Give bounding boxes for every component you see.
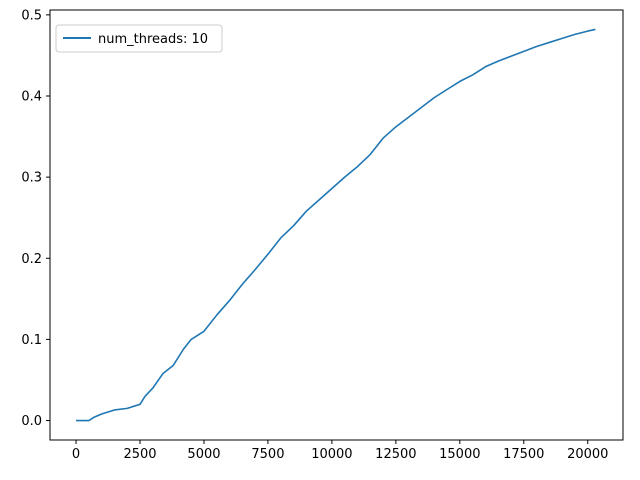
x-tick-label: 5000 (187, 447, 220, 462)
plot-area (49, 9, 624, 441)
x-tick-label: 20000 (567, 447, 608, 462)
y-tick-label: 0.5 (21, 8, 42, 23)
x-tick-label: 2500 (123, 447, 156, 462)
y-axis: 0.0 0.1 0.2 0.3 0.4 0.5 (21, 8, 50, 429)
y-tick-label: 0.2 (21, 252, 42, 267)
y-tick-label: 0.3 (21, 171, 42, 186)
legend-box (55, 24, 223, 53)
x-tick-label: 7500 (251, 447, 284, 462)
series-line-num-threads-10 (76, 28, 596, 422)
legend: num_threads: 10 (55, 24, 223, 53)
x-tick-label: 0 (72, 447, 80, 462)
x-tick-label: 17500 (503, 447, 544, 462)
y-tick-label: 0.1 (21, 333, 42, 348)
legend-label: num_threads: 10 (98, 32, 208, 47)
y-tick-label: 0.0 (21, 414, 42, 429)
x-tick-label: 10000 (311, 447, 352, 462)
x-tick-label: 15000 (439, 447, 480, 462)
y-tick-label: 0.4 (21, 90, 42, 105)
x-tick-label: 12500 (375, 447, 416, 462)
x-axis: 0 2500 5000 7500 10000 12500 15000 17500 20000 (72, 440, 608, 462)
